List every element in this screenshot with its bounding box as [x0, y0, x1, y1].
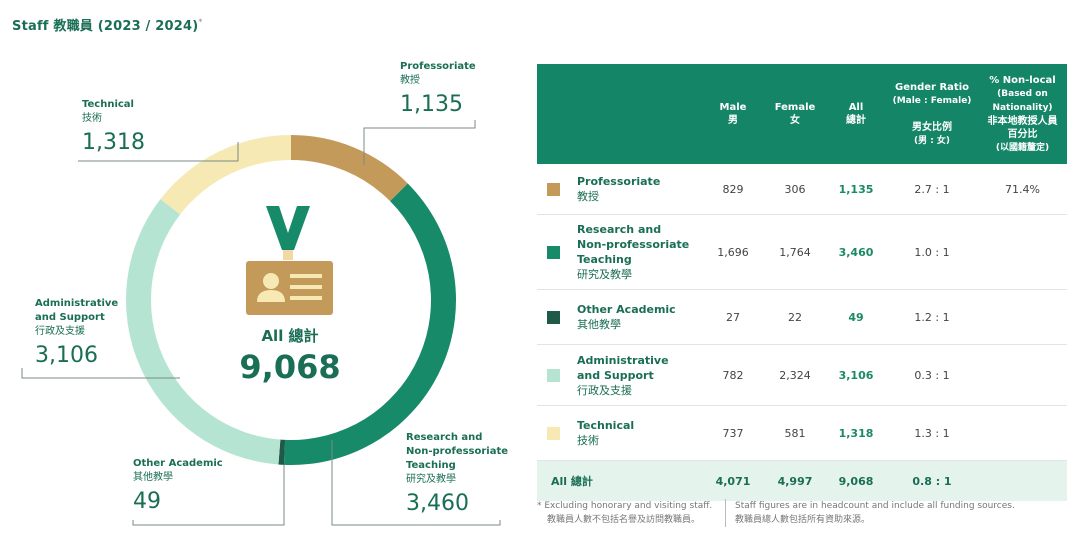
callout-label: Professoriate 教授	[400, 61, 476, 86]
callout-value: 3,460	[406, 491, 469, 516]
leader-line	[132, 465, 285, 526]
category-label: Other Academic 其他教學	[577, 303, 676, 331]
row-category: Technical 技術	[537, 405, 702, 461]
cell-male: 737	[702, 405, 764, 461]
table-total-row: All 總計 4,071 4,997 9,068 0.8 : 1	[537, 460, 1067, 501]
cell-male: 1,696	[702, 214, 764, 290]
cell-all: 49	[826, 289, 886, 345]
callout-label: Research and Non-professoriate Teaching 研究及…	[406, 432, 509, 485]
leader-line	[363, 120, 476, 165]
header-gender-ratio: Gender Ratio (Male : Female) 男女比例 (男 : 女)	[886, 64, 978, 164]
total-ratio: 0.8 : 1	[886, 460, 978, 501]
cell-female: 2,324	[764, 344, 826, 406]
donut-slice-rnpt	[284, 183, 457, 465]
header-category	[537, 64, 702, 164]
cell-all: 3,106	[826, 344, 886, 406]
center-value: 9,068	[239, 348, 341, 386]
legend-swatch	[547, 182, 560, 196]
cell-male: 829	[702, 164, 764, 215]
callout-value: 3,106	[35, 343, 98, 368]
cell-male: 782	[702, 344, 764, 406]
cell-non-local	[978, 405, 1067, 461]
legend-swatch	[547, 368, 560, 382]
cell-non-local	[978, 344, 1067, 406]
callout-label: Technical 技術	[82, 99, 134, 124]
callout-label: Administrative and Support 行政及支援	[35, 298, 119, 337]
cell-all: 1,318	[826, 405, 886, 461]
cell-ratio: 1.2 : 1	[886, 289, 978, 345]
leader-line	[78, 142, 239, 162]
row-category: Research and Non-professoriate Teaching 研究及…	[537, 214, 702, 290]
total-male: 4,071	[702, 460, 764, 501]
staff-table: Male 男 Female 女 All 總計 Gender Ratio (Male : …	[537, 64, 1067, 501]
table-header-row: Male 男 Female 女 All 總計 Gender Ratio (Male : …	[537, 64, 1067, 164]
donut-chart	[21, 120, 501, 526]
leader-line	[21, 368, 180, 379]
cell-ratio: 0.3 : 1	[886, 344, 978, 406]
table-row-prof: Professoriate 教授 829 306 1,135 2.7 : 1 71.4%	[537, 164, 1067, 215]
table-row-admin: Administrative and Support 行政及支援 782 2,324 3,…	[537, 344, 1067, 406]
legend-swatch	[547, 310, 560, 324]
row-category: Administrative and Support 行政及支援	[537, 344, 702, 406]
callout-value: 1,135	[400, 92, 463, 117]
header-female: Female 女	[764, 64, 826, 164]
footnote-divider	[725, 499, 726, 527]
donut-slice-other	[278, 439, 286, 465]
category-label: Technical 技術	[577, 419, 635, 447]
donut-center-total: All 總計 9,068	[190, 325, 390, 386]
category-label: Professoriate 教授	[577, 175, 661, 203]
cell-female: 581	[764, 405, 826, 461]
header-male: Male 男	[702, 64, 764, 164]
cell-female: 306	[764, 164, 826, 215]
total-non-local	[978, 460, 1067, 501]
staff-badge-icon	[246, 206, 333, 315]
footnote-left: * Excluding honorary and visiting staff.…	[537, 501, 713, 525]
callout-rnpt: Research and Non-professoriate Teaching 研究及…	[406, 431, 508, 518]
legend-swatch	[547, 426, 560, 440]
category-label: Research and Non-professoriate Teaching 研究及…	[577, 223, 690, 281]
header-non-local: % Non-local (Based on Nationality) 非本地教授人員百…	[978, 64, 1067, 164]
page-title: Staff 教職員 (2023 / 2024)*	[12, 17, 203, 34]
callout-prof: Professoriate 教授 1,135	[400, 60, 476, 119]
cell-male: 27	[702, 289, 764, 345]
cell-non-local	[978, 214, 1067, 290]
cell-ratio: 1.3 : 1	[886, 405, 978, 461]
cell-female: 22	[764, 289, 826, 345]
total-all: 9,068	[826, 460, 886, 501]
callout-tech: Technical 技術 1,318	[82, 98, 145, 157]
footnote-right: Staff figures are in headcount and inclu…	[735, 501, 1015, 525]
cell-all: 3,460	[826, 214, 886, 290]
total-female: 4,997	[764, 460, 826, 501]
table-row-rnpt: Research and Non-professoriate Teaching 研究及…	[537, 214, 1067, 290]
row-category: Professoriate 教授	[537, 164, 702, 215]
callout-admin: Administrative and Support 行政及支援 3,106	[35, 297, 118, 370]
callout-label: Other Academic 其他教學	[133, 458, 223, 483]
center-label: All 總計	[261, 327, 319, 345]
table-row-tech: Technical 技術 737 581 1,318 1.3 : 1	[537, 405, 1067, 461]
donut-slice-admin	[125, 199, 281, 465]
total-label: All 總計	[537, 460, 702, 501]
cell-all: 1,135	[826, 164, 886, 215]
donut-slice-prof	[291, 135, 408, 202]
donut-slice-tech	[160, 135, 291, 215]
callout-value: 1,318	[82, 130, 145, 155]
cell-female: 1,764	[764, 214, 826, 290]
legend-swatch	[547, 245, 560, 259]
category-label: Administrative and Support 行政及支援	[577, 353, 669, 397]
callout-other: Other Academic 其他教學 49	[133, 457, 223, 516]
table-row-other: Other Academic 其他教學 27 22 49 1.2 : 1	[537, 289, 1067, 345]
cell-ratio: 2.7 : 1	[886, 164, 978, 215]
leader-line	[331, 440, 501, 526]
cell-non-local	[978, 289, 1067, 345]
header-all: All 總計	[826, 64, 886, 164]
cell-non-local: 71.4%	[978, 164, 1067, 215]
cell-ratio: 1.0 : 1	[886, 214, 978, 290]
row-category: Other Academic 其他教學	[537, 289, 702, 345]
callout-value: 49	[133, 489, 161, 514]
